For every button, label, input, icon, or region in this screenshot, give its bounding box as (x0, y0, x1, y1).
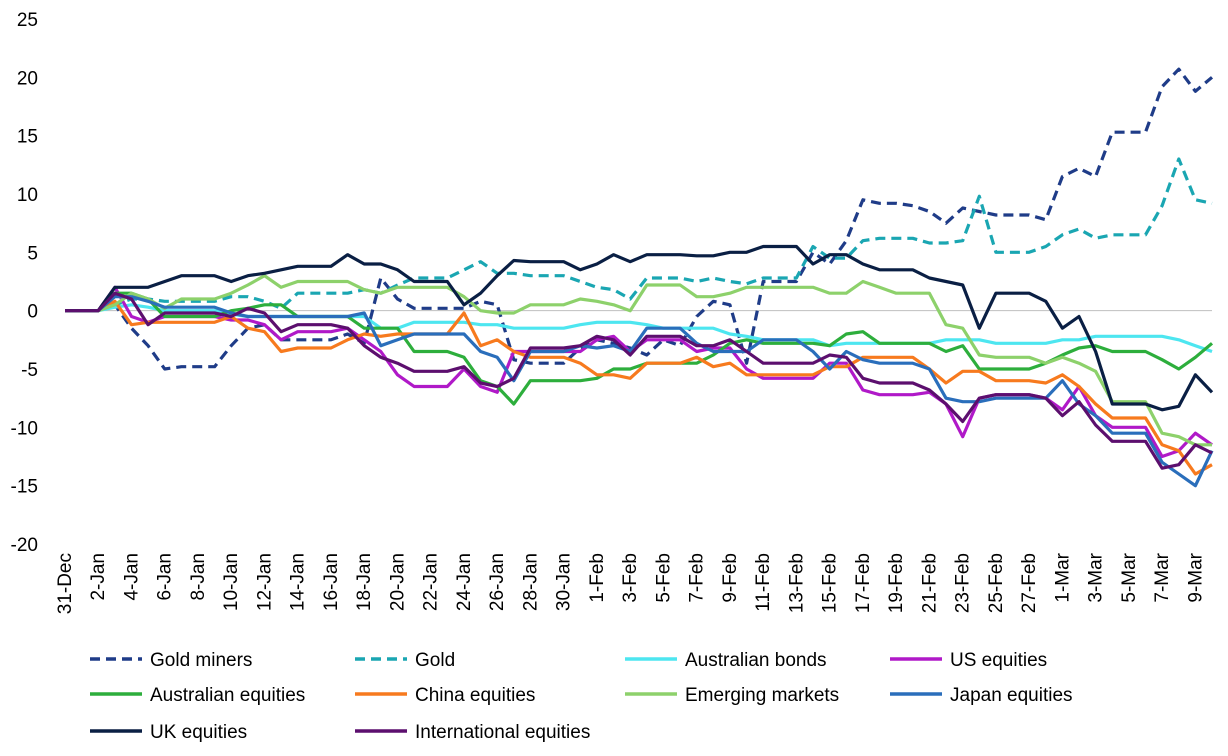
x-tick-label: 4-Jan (121, 553, 142, 601)
legend-item-china-equities: China equities (355, 685, 535, 706)
series-line-japan-equities (65, 295, 1214, 488)
x-tick-label: 7-Feb (687, 553, 708, 603)
x-tick-label: 20-Jan (387, 553, 408, 611)
y-tick-label: 10 (17, 185, 38, 206)
legend-item-emerging-markets: Emerging markets (625, 685, 839, 706)
x-tick-label: 17-Feb (853, 553, 874, 613)
x-tick-label: 5-Mar (1119, 552, 1140, 602)
legend-item-australian-equities: Australian equities (90, 685, 305, 706)
series-line-china-equities (65, 299, 1213, 476)
y-tick-label: 15 (17, 127, 38, 148)
x-tick-label: 15-Feb (820, 553, 841, 613)
series-line-gold-miners (65, 67, 1214, 371)
y-tick-label: 0 (27, 302, 38, 323)
legend-label: Australian bonds (685, 650, 827, 671)
x-tick-label: 26-Jan (487, 553, 508, 611)
y-tick-label: -20 (11, 535, 38, 556)
y-tick-label: 5 (27, 243, 38, 264)
legend-label: Gold (415, 650, 455, 671)
x-tick-label: 19-Feb (886, 553, 907, 613)
x-tick-label: 10-Jan (221, 553, 242, 611)
x-tick-label: 3-Mar (1086, 552, 1107, 602)
legend-item-gold-miners: Gold miners (90, 650, 252, 671)
y-tick-label: -10 (11, 418, 38, 439)
x-tick-label: 18-Jan (354, 553, 375, 611)
legend-item-japan-equities: Japan equities (890, 685, 1073, 706)
series-line-uk-equities (65, 244, 1214, 412)
x-tick-label: 22-Jan (421, 553, 442, 611)
x-axis-ticks: 31-Dec 2-Jan 4-Jan 6-Jan 8-Jan 10-Jan 12-Jan 14… (55, 552, 1206, 614)
legend-item-australian-bonds: Australian bonds (625, 650, 827, 671)
legend-label: Emerging markets (685, 685, 839, 706)
x-tick-label: 3-Feb (620, 553, 641, 603)
x-tick-label: 9-Feb (720, 553, 741, 603)
legend-label: China equities (415, 685, 535, 706)
x-tick-label: 28-Jan (520, 553, 541, 611)
x-tick-label: 2-Jan (88, 553, 109, 601)
x-tick-label: 8-Jan (188, 553, 209, 601)
y-tick-label: 25 (17, 10, 38, 31)
x-tick-label: 21-Feb (919, 553, 940, 613)
x-tick-label: 7-Mar (1152, 552, 1173, 602)
x-tick-label: 9-Mar (1185, 552, 1206, 602)
x-tick-label: 27-Feb (1019, 553, 1040, 613)
x-tick-label: 30-Jan (554, 553, 575, 611)
y-axis-ticks: -20 -15 -10 -5 0 5 10 15 20 25 (11, 10, 38, 556)
series-lines (65, 67, 1214, 488)
x-tick-label: 14-Jan (288, 553, 309, 611)
legend-label: International equities (415, 722, 590, 743)
legend-label: US equities (950, 650, 1047, 671)
x-tick-label: 1-Feb (587, 553, 608, 603)
y-tick-label: 20 (17, 68, 38, 89)
legend-item-uk-equities: UK equities (90, 722, 247, 743)
legend: Gold miners Gold Australian bonds US equiti… (90, 650, 1073, 743)
series-line-australian-equities (65, 291, 1214, 406)
series-line-international-equities (65, 291, 1213, 470)
y-tick-label: -15 (11, 477, 38, 498)
series-line-gold (65, 157, 1213, 313)
x-tick-label: 1-Mar (1052, 552, 1073, 602)
x-tick-label: 31-Dec (55, 553, 76, 614)
x-tick-label: 13-Feb (786, 553, 807, 613)
series-line-emerging-markets (65, 274, 1212, 447)
x-tick-label: 24-Jan (454, 553, 475, 611)
x-tick-label: 5-Feb (653, 553, 674, 603)
legend-label: UK equities (150, 722, 247, 743)
legend-item-gold: Gold (355, 650, 455, 671)
legend-label: Gold miners (150, 650, 252, 671)
x-tick-label: 23-Feb (953, 553, 974, 613)
x-tick-label: 16-Jan (321, 553, 342, 611)
legend-label: Australian equities (150, 685, 305, 706)
legend-item-us-equities: US equities (890, 650, 1047, 671)
y-tick-label: -5 (21, 360, 38, 381)
legend-item-international-equities: International equities (355, 722, 590, 743)
x-tick-label: 11-Feb (753, 553, 774, 612)
legend-label: Japan equities (950, 685, 1073, 706)
x-tick-label: 6-Jan (155, 553, 176, 601)
x-tick-label: 25-Feb (986, 553, 1007, 613)
x-tick-label: 12-Jan (254, 553, 275, 611)
